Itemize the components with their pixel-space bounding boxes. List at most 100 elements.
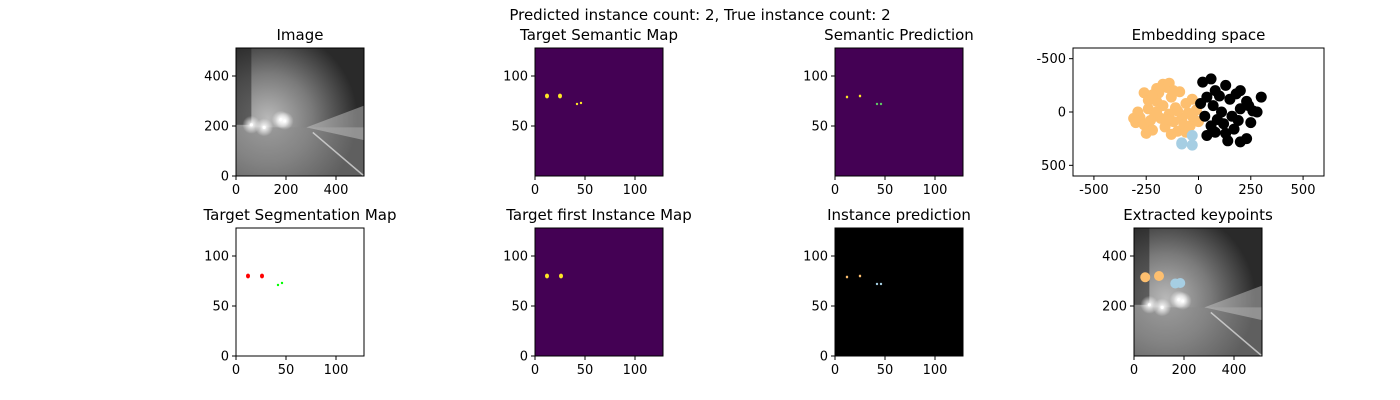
mask-blob [260,273,264,279]
x-tick-label: 0 [531,183,539,198]
y-tick-label: 0 [520,350,528,365]
x-tick-label: 100 [923,363,948,378]
embedding-point [1220,79,1232,91]
panel-title: Extracted keypoints [1123,206,1273,224]
panel-title: Embedding space [1132,26,1266,44]
x-tick-label: 0 [831,363,839,378]
embedding-point [1201,129,1213,141]
axes-frame [534,47,664,177]
embedding-point [1211,113,1223,125]
y-tick-label: 200 [204,120,229,135]
x-tick-label: 100 [623,363,648,378]
x-tick-label: -500 [1079,183,1109,198]
axes-frame [534,227,664,357]
embedding-point [1161,113,1173,125]
foggy-road-photo [236,48,365,177]
axes-frame [235,47,365,177]
y-tick-label: 50 [212,300,229,315]
panel-title: Instance prediction [827,206,971,224]
embedding-point [1186,93,1198,105]
embedding-point [1247,105,1259,117]
suptitle: Predicted instance count: 2, True instan… [509,6,890,24]
panel-target-semantic-map: Target Semantic Map 0 50 100 50 100 [503,26,678,198]
x-tick-label: 400 [1222,363,1247,378]
heatmap-background [535,48,663,176]
x-tick-label: 200 [274,183,299,198]
embedding-point [1241,133,1253,145]
y-tick-label: 50 [511,300,528,315]
mask-blob [879,102,883,106]
embedding-point [1186,139,1198,151]
x-tick-label: 50 [877,363,894,378]
mask-blob [575,102,579,106]
x-tick-label: 100 [623,183,648,198]
panel-target-segmentation-map: Target Segmentation Map 0 50 100 0 50 100 [202,206,396,378]
heatmap-background [535,228,663,356]
panel-target-first-instance-map: Target first Instance Map 0 50 100 0 50 100 [503,206,692,378]
x-tick-label: 0 [232,363,240,378]
embedding-point [1234,85,1246,97]
mask-blob [879,282,883,286]
keypoint [1175,278,1186,288]
embedding-point [1220,127,1232,139]
x-tick-label: 50 [877,183,894,198]
panel-title: Image [277,26,324,44]
embedding-point [1186,129,1198,141]
mask-blob [545,273,549,279]
x-tick-label: 50 [278,363,295,378]
x-tick-label: 250 [1238,183,1263,198]
embedding-point [1224,93,1236,105]
panel-instance-prediction: Instance prediction 0 50 100 0 50 100 [803,206,971,378]
mask-blob [875,282,879,286]
y-tick-label: 500 [1041,159,1066,174]
y-tick-label: -500 [1036,52,1066,67]
x-tick-label: 200 [1172,363,1197,378]
embedding-point [1176,137,1188,149]
embedding-point [1255,91,1267,103]
x-tick-label: 500 [1291,183,1316,198]
panel-title: Target Semantic Map [519,26,678,44]
panel-image: Image 0 200 400 0 200 400 [204,26,365,198]
y-tick-label: 100 [204,250,229,265]
keypoint [1154,271,1164,281]
y-tick-label: 400 [1102,250,1127,265]
embedding-point [1128,112,1140,124]
embedding-point [1207,100,1219,112]
embedding-point [1205,73,1217,85]
y-tick-label: 50 [811,300,828,315]
y-tick-label: 0 [820,350,828,365]
y-tick-label: 0 [221,170,229,185]
y-tick-label: 0 [221,350,229,365]
embedding-point [1195,97,1207,109]
instance-background [835,228,963,356]
y-tick-label: 100 [503,250,528,265]
embedding-point [1167,85,1179,97]
y-tick-label: 100 [503,70,528,85]
heatmap-background [835,48,963,176]
embedding-point [1234,103,1246,115]
mask-blob [246,273,250,279]
panel-extracted-keypoints: Extracted keypoints 0 200 400 200 400 [1102,206,1273,378]
axes-frame [834,227,964,357]
panel-title: Target Segmentation Map [202,206,396,224]
x-tick-label: 50 [577,363,594,378]
embedding-point [1165,128,1177,140]
mask-blob [875,102,879,106]
embedding-point [1146,89,1158,101]
mask-blob [559,273,563,279]
embedding-point [1140,127,1152,139]
embedding-point [1213,90,1225,102]
panel-semantic-prediction: Semantic Prediction 0 50 100 50 100 [803,26,974,198]
mask-blob [579,101,583,105]
x-tick-label: 100 [324,363,349,378]
embedding-point [1151,106,1163,118]
y-tick-label: 200 [1102,300,1127,315]
x-tick-label: 0 [531,363,539,378]
panel-title: Semantic Prediction [824,26,974,44]
mask-blob [858,274,862,278]
embedding-point [1199,110,1211,122]
x-tick-label: 400 [324,183,349,198]
keypoint [1140,272,1151,283]
y-tick-label: 100 [803,250,828,265]
